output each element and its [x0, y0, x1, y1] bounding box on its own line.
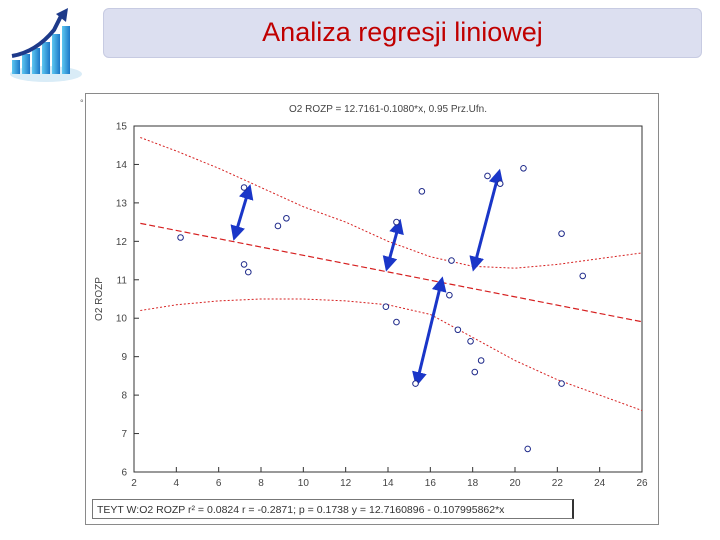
growth-chart-logo	[10, 8, 82, 82]
data-point	[558, 380, 565, 387]
x-tick-label: 10	[298, 478, 310, 489]
data-point	[245, 268, 252, 276]
y-axis-label: O2 ROZP	[94, 277, 105, 321]
data-point	[418, 188, 426, 195]
x-tick-label: 8	[258, 478, 264, 489]
x-tick-label: 12	[340, 478, 352, 489]
x-tick-label: 18	[467, 478, 479, 489]
data-point	[274, 222, 282, 230]
data-point	[520, 164, 527, 172]
confidence-band-lower	[140, 298, 643, 411]
x-tick-label: 26	[636, 478, 648, 489]
data-point	[454, 326, 462, 334]
data-point	[412, 380, 419, 387]
x-tick-label: 24	[594, 478, 606, 489]
residual-arrow	[382, 218, 404, 272]
data-point	[467, 337, 474, 345]
x-tick-label: 16	[425, 478, 437, 489]
residual-arrow	[230, 184, 254, 241]
x-tick-label: 22	[552, 478, 564, 489]
plot-frame	[133, 125, 643, 473]
statistics-footer: TEYT W:O2 ROZP r² = 0.0824 r = -0.2871; …	[92, 499, 574, 519]
y-tick-label: 8	[121, 391, 127, 402]
y-tick-label: 12	[116, 237, 128, 248]
x-tick-label: 6	[216, 478, 222, 489]
data-point	[448, 257, 455, 264]
residual-arrow	[412, 276, 447, 388]
x-tick-label: 4	[174, 478, 180, 489]
data-point	[558, 230, 565, 237]
data-point	[240, 184, 248, 191]
data-point	[496, 180, 504, 187]
data-point	[283, 214, 290, 222]
data-point	[579, 272, 587, 280]
y-tick-label: 13	[116, 198, 128, 209]
y-tick-label: 9	[121, 352, 127, 363]
data-point	[484, 172, 491, 180]
data-point	[240, 261, 248, 268]
x-tick-label: 14	[382, 478, 394, 489]
data-point	[446, 291, 453, 299]
y-tick-label: 7	[121, 429, 127, 440]
chart-title: O2 ROZP = 12.7161-0.1080*x, 0.95 Prz.Ufn…	[289, 104, 487, 115]
chart-panel: O2 ROZP = 12.7161-0.1080*x, 0.95 Prz.Ufn…	[85, 93, 659, 525]
data-point	[177, 234, 184, 241]
residual-arrow	[469, 168, 504, 272]
title-bar: Analiza regresji liniowej	[103, 8, 702, 58]
data-point	[393, 218, 400, 226]
x-tick-label: 20	[509, 478, 521, 489]
y-tick-label: 15	[116, 122, 128, 133]
y-tick-label: 6	[121, 468, 127, 479]
data-point	[382, 303, 390, 310]
regression-scatter-chart: O2 ROZP = 12.7161-0.1080*x, 0.95 Prz.Ufn…	[94, 104, 648, 489]
slide-title: Analiza regresji liniowej	[262, 17, 543, 47]
data-point	[524, 445, 532, 453]
x-tick-label: 2	[131, 478, 137, 489]
data-point	[477, 357, 485, 364]
y-tick-label: 10	[116, 314, 128, 325]
stray-mark: °	[80, 98, 84, 108]
y-tick-label: 14	[116, 160, 128, 171]
regression-line	[140, 222, 643, 323]
data-point	[471, 368, 479, 376]
y-tick-label: 11	[117, 275, 128, 286]
data-point	[393, 318, 400, 326]
